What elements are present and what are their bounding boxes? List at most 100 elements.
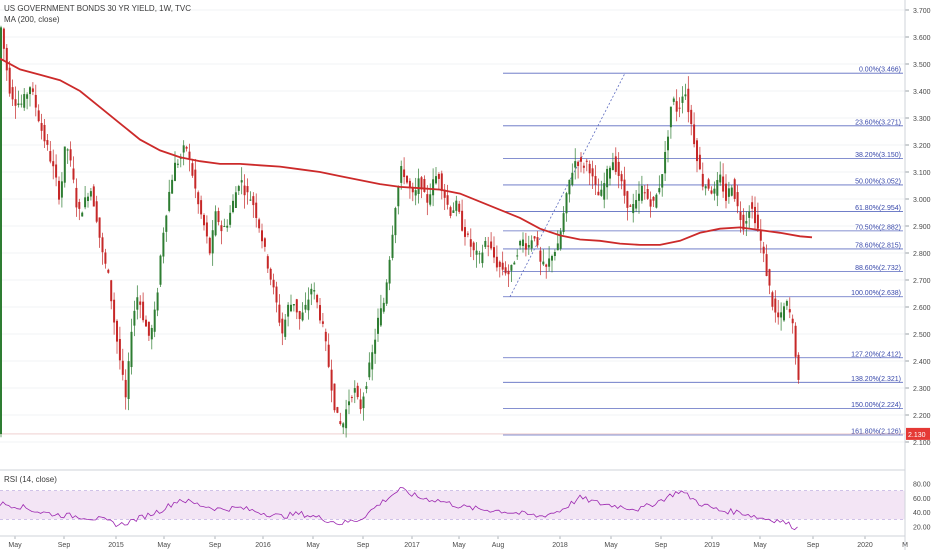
candle-body xyxy=(698,154,701,170)
candle-body xyxy=(29,87,31,95)
candle-body xyxy=(725,183,727,201)
candle-body xyxy=(559,231,562,249)
candle-body xyxy=(562,213,565,233)
candle-body xyxy=(342,423,345,428)
candle-body xyxy=(319,305,321,321)
fib-level-label: 127.20%(2.412) xyxy=(851,351,901,358)
candle-body xyxy=(368,362,371,378)
ma-legend: MA (200, close) xyxy=(4,15,60,24)
rsi-line xyxy=(0,487,798,531)
candle-body xyxy=(553,252,556,256)
candle-body xyxy=(214,211,217,236)
candle-body xyxy=(116,320,118,342)
candle-body xyxy=(785,301,788,306)
candle-body xyxy=(182,145,185,153)
candle-body xyxy=(420,177,423,190)
candle-body xyxy=(667,136,669,151)
time-tick-label: Sep xyxy=(58,542,71,549)
candle-body xyxy=(475,250,478,255)
candle-body xyxy=(493,247,495,258)
candle-body xyxy=(681,96,684,103)
candle-body xyxy=(353,388,356,393)
candle-body xyxy=(446,195,449,205)
candle-body xyxy=(658,188,661,193)
candle-body xyxy=(133,310,136,326)
candlestick-series xyxy=(0,25,800,438)
fibonacci-levels: 0.00%(3.466) 23.60%(3.271) 38.20%(3.150) 50… xyxy=(0,67,905,435)
candle-body xyxy=(498,261,501,267)
candle-body xyxy=(237,186,240,191)
candle-body xyxy=(756,214,759,229)
candle-body xyxy=(443,189,446,198)
time-tick-label: 2019 xyxy=(704,542,720,549)
candle-body xyxy=(739,211,742,220)
fib-level-label: 100.00%(2.638) xyxy=(851,290,901,297)
candle-body xyxy=(600,189,603,196)
candle-body xyxy=(121,360,124,375)
time-tick-label: May xyxy=(157,542,171,549)
candle-body xyxy=(754,206,756,224)
candle-body xyxy=(130,331,133,368)
candle-body xyxy=(60,181,63,198)
candle-body xyxy=(539,250,542,262)
candle-body xyxy=(162,232,165,257)
candle-body xyxy=(780,312,783,318)
candle-body xyxy=(98,217,101,238)
candle-body xyxy=(324,331,327,342)
candle-body xyxy=(585,160,588,162)
candle-body xyxy=(313,290,316,292)
candle-body xyxy=(597,191,600,196)
price-tick-label: 3.200 xyxy=(913,143,931,150)
candle-body xyxy=(258,219,261,229)
last-price-label: 2.130 xyxy=(908,432,926,439)
candle-body xyxy=(635,200,638,209)
candle-body xyxy=(2,28,5,49)
candle-body xyxy=(449,207,452,216)
candle-body xyxy=(153,309,156,332)
price-tick-label: 2.100 xyxy=(913,440,931,447)
candle-body xyxy=(113,299,116,323)
candle-body xyxy=(649,199,652,207)
candle-body xyxy=(385,282,388,304)
candle-body xyxy=(142,301,145,321)
price-tick-label: 2.800 xyxy=(913,251,931,258)
candle-body xyxy=(672,98,675,102)
rsi-band-fill xyxy=(0,490,905,520)
candle-body xyxy=(687,88,690,113)
candle-body xyxy=(707,179,710,189)
candle-body xyxy=(110,280,113,302)
price-tick-label: 2.900 xyxy=(913,224,931,231)
candle-body xyxy=(92,186,95,207)
candle-body xyxy=(406,175,408,183)
candle-body xyxy=(263,238,266,247)
time-tick-label: May xyxy=(306,542,320,549)
candle-body xyxy=(220,225,223,232)
candle-body xyxy=(730,187,733,196)
candle-body xyxy=(414,190,417,196)
candle-body xyxy=(58,180,60,200)
price-tick-label: 3.100 xyxy=(913,170,931,177)
candle-body xyxy=(774,298,777,313)
candle-body xyxy=(292,304,295,306)
candle-body xyxy=(168,191,171,211)
candle-body xyxy=(722,176,725,192)
time-tick-label: May xyxy=(604,542,618,549)
price-tick-label: 3.600 xyxy=(913,35,931,42)
candle-body xyxy=(609,167,611,179)
candle-body xyxy=(536,237,539,246)
candle-body xyxy=(623,179,626,196)
candle-body xyxy=(797,354,800,380)
candle-body xyxy=(5,47,8,71)
candle-body xyxy=(759,229,762,241)
candle-body xyxy=(655,194,658,208)
candle-body xyxy=(461,210,464,231)
candle-body xyxy=(484,240,487,247)
candle-body xyxy=(611,162,614,171)
fib-level-label: 88.60%(2.732) xyxy=(855,265,901,272)
candle-body xyxy=(469,239,472,247)
candle-body xyxy=(298,311,301,320)
candle-body xyxy=(208,237,211,254)
candle-body xyxy=(551,255,553,261)
